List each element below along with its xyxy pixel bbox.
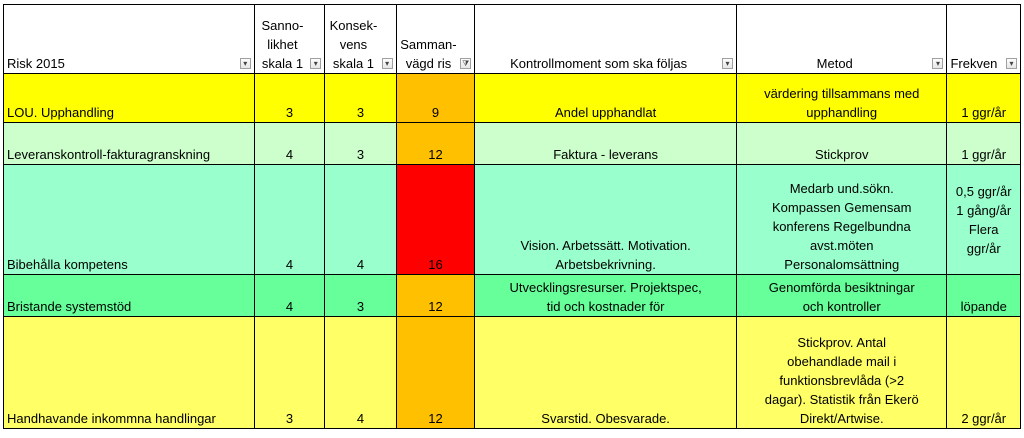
table-row: Bristande systemstöd 4 3 12 Utvecklingsr… — [3, 274, 1021, 317]
cell-frekvens-line: 0,5 ggr/år — [955, 183, 1012, 199]
header-sammanvagd-line-2: vägd ris — [405, 56, 452, 71]
cell-metod-line: Stickprov. Antal — [797, 335, 887, 350]
cell-sannolikhet[interactable]: 3 — [253, 316, 326, 429]
cell-metod[interactable]: Medarb und.sökn. Kompassen Gemensam konf… — [736, 164, 948, 275]
cell-kontrollmoment-line: tid och kostnader för — [546, 299, 665, 314]
cell-metod[interactable]: Stickprov — [736, 122, 948, 165]
header-metod-label: Metod — [816, 56, 853, 71]
cell-frekvens[interactable]: löpande — [946, 274, 1021, 317]
cell-konsekvens[interactable]: 4 — [324, 316, 397, 429]
header-konsekvens-line-2: vens — [339, 37, 368, 52]
cell-metod-line: och kontroller — [802, 299, 881, 314]
cell-frekvens-line: Flera — [968, 221, 999, 237]
cell-kontrollmoment[interactable]: Svarstid. Obesvarade. — [474, 316, 738, 429]
cell-risk[interactable]: Bibehålla kompetens — [3, 164, 255, 275]
cell-sammanvagd[interactable]: 12 — [395, 274, 476, 317]
cell-konsekvens[interactable]: 3 — [324, 122, 397, 165]
table-row: Leveranskontroll-fakturagranskning 4 3 1… — [3, 122, 1021, 165]
table-row: Bibehålla kompetens 4 4 16 Vision. Arbet… — [3, 164, 1021, 275]
cell-metod-line: Kompassen Gemensam — [772, 200, 912, 215]
cell-frekvens-line: 1 ggr/år — [961, 105, 1007, 120]
cell-risk[interactable]: Bristande systemstöd — [3, 274, 255, 317]
cell-kontrollmoment[interactable]: Andel upphandlat — [474, 73, 738, 123]
header-konsekvens-line-3: skala 1 — [332, 56, 375, 71]
cell-risk[interactable]: Leveranskontroll-fakturagranskning — [3, 122, 255, 165]
filter-dropdown-metod[interactable]: ▾ — [932, 58, 944, 69]
cell-metod[interactable]: Genomförda besiktningar och kontroller — [736, 274, 948, 317]
header-risk: Risk 2015 ▾ — [3, 4, 255, 74]
table-row: LOU. Upphandling 3 3 9 Andel upphandlat … — [3, 73, 1021, 123]
header-sannolikhet: Sanno- likhet skala 1 ▾ — [253, 4, 326, 74]
cell-kontrollmoment[interactable]: Vision. Arbetssätt. Motivation. Arbetsbe… — [474, 164, 738, 275]
cell-metod-line: Medarb und.sökn. — [789, 181, 894, 196]
cell-sannolikhet[interactable]: 4 — [253, 274, 326, 317]
filter-dropdown-konsekvens[interactable]: ▾ — [381, 58, 393, 69]
cell-frekvens[interactable]: 0,5 ggr/år 1 gång/år Flera ggr/år — [946, 164, 1021, 275]
cell-konsekvens[interactable]: 3 — [324, 73, 397, 123]
cell-risk[interactable]: LOU. Upphandling — [3, 73, 255, 123]
filter-dropdown-frekvens[interactable]: ▾ — [1006, 58, 1017, 69]
header-sannolikhet-line-3: skala 1 — [261, 56, 304, 71]
cell-frekvens[interactable]: 2 ggr/år — [946, 316, 1021, 429]
header-kontrollmoment-label: Kontrollmoment som ska följas — [510, 56, 688, 71]
cell-kontrollmoment[interactable]: Utvecklingsresurser. Projektspec, tid oc… — [474, 274, 738, 317]
filter-dropdown-kontrollmoment[interactable]: ▾ — [722, 58, 734, 69]
cell-kontrollmoment-line: Faktura - leverans — [553, 147, 658, 162]
cell-risk[interactable]: Handhavande inkommna handlingar — [3, 316, 255, 429]
header-sammanvagd: Samman- vägd ris ⧩ — [395, 4, 476, 74]
cell-metod[interactable]: Stickprov. Antal obehandlade mail i funk… — [736, 316, 948, 429]
cell-frekvens-line: 1 gång/år — [956, 202, 1012, 218]
cell-kontrollmoment[interactable]: Faktura - leverans — [474, 122, 738, 165]
cell-metod-line: Direkt/Artwise. — [799, 411, 884, 426]
cell-konsekvens[interactable]: 3 — [324, 274, 397, 317]
cell-frekvens-line: 2 ggr/år — [961, 411, 1007, 426]
cell-metod-line: Stickprov — [815, 147, 869, 162]
header-frekvens-label: Frekven — [950, 56, 998, 71]
cell-metod-line: konferens Regelbundna — [772, 219, 911, 234]
header-row: Risk 2015 ▾ Sanno- likhet skala 1 ▾ Kons… — [3, 4, 1021, 74]
cell-metod-line: Genomförda besiktningar — [768, 280, 915, 295]
cell-sannolikhet[interactable]: 3 — [253, 73, 326, 123]
cell-frekvens-line: löpande — [960, 299, 1007, 314]
cell-metod-line: värdering tillsammans med — [764, 86, 920, 101]
filter-active-sammanvagd-icon[interactable]: ⧩ — [460, 58, 472, 69]
table-row: Handhavande inkommna handlingar 3 4 12 S… — [3, 316, 1021, 429]
cell-sannolikhet[interactable]: 4 — [253, 122, 326, 165]
header-konsekvens: Konsek- vens skala 1 ▾ — [324, 4, 397, 74]
cell-sammanvagd[interactable]: 16 — [395, 164, 476, 275]
cell-metod-line: Personalomsättning — [784, 257, 900, 272]
header-metod: Metod ▾ — [736, 4, 948, 74]
cell-kontrollmoment-line: Utvecklingsresurser. Projektspec, — [509, 280, 702, 295]
filter-dropdown-risk[interactable]: ▾ — [239, 58, 251, 69]
cell-kontrollmoment-line: Arbetsbekrivning. — [555, 257, 656, 272]
header-risk-label: Risk 2015 — [7, 56, 65, 71]
cell-kontrollmoment-line: Svarstid. Obesvarade. — [541, 411, 670, 426]
cell-metod[interactable]: värdering tillsammans med upphandling — [736, 73, 948, 123]
cell-metod-line: avst.möten — [809, 238, 874, 253]
header-kontrollmoment: Kontrollmoment som ska följas ▾ — [474, 4, 738, 74]
header-sammanvagd-line-1: Samman- — [400, 37, 457, 52]
risk-analysis-sheet: Risk 2015 ▾ Sanno- likhet skala 1 ▾ Kons… — [3, 4, 1021, 429]
cell-sannolikhet[interactable]: 4 — [253, 164, 326, 275]
cell-sammanvagd[interactable]: 9 — [395, 73, 476, 123]
cell-frekvens[interactable]: 1 ggr/år — [946, 73, 1021, 123]
cell-kontrollmoment-line: Andel upphandlat — [555, 105, 657, 120]
cell-konsekvens[interactable]: 4 — [324, 164, 397, 275]
filter-dropdown-sannolikhet[interactable]: ▾ — [310, 58, 322, 69]
header-frekvens: Frekven ▾ — [946, 4, 1021, 74]
header-sannolikhet-line-2: likhet — [267, 37, 298, 52]
cell-frekvens-line: 1 ggr/år — [961, 147, 1007, 162]
header-sannolikhet-line-1: Sanno- — [261, 18, 304, 33]
cell-metod-line: upphandling — [806, 105, 878, 120]
cell-frekvens-line: ggr/år — [966, 240, 1001, 256]
cell-kontrollmoment-line: Vision. Arbetssätt. Motivation. — [520, 238, 691, 253]
cell-metod-line: funktionsbrevlåda (>2 — [779, 373, 905, 388]
cell-sammanvagd[interactable]: 12 — [395, 316, 476, 429]
header-konsekvens-line-1: Konsek- — [329, 18, 378, 33]
cell-sammanvagd[interactable]: 12 — [395, 122, 476, 165]
cell-metod-line: dagar). Statistik från Ekerö — [764, 392, 919, 407]
cell-frekvens[interactable]: 1 ggr/år — [946, 122, 1021, 165]
cell-metod-line: obehandlade mail i — [787, 354, 897, 369]
